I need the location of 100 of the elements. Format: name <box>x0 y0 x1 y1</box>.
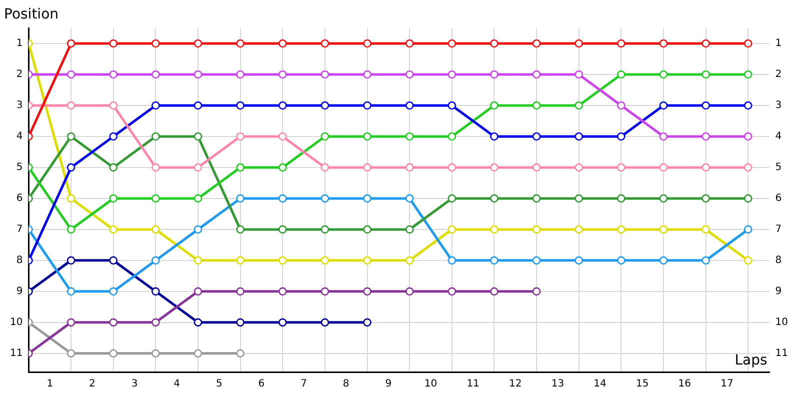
point <box>363 70 372 79</box>
point <box>236 39 244 48</box>
point <box>66 39 76 48</box>
x-tick-label: 16 <box>678 378 692 390</box>
y-tick-label: 9 <box>16 286 23 298</box>
point <box>617 225 626 234</box>
point <box>574 194 583 203</box>
point <box>448 132 456 141</box>
x-tick-label: 10 <box>424 378 438 390</box>
y2-tick-label: 3 <box>775 100 782 112</box>
point <box>109 287 118 296</box>
point <box>152 256 160 265</box>
point <box>236 70 244 79</box>
point <box>109 225 118 234</box>
point <box>532 163 541 172</box>
point <box>194 194 202 203</box>
point <box>659 194 668 203</box>
point <box>490 225 498 234</box>
point <box>702 256 710 265</box>
point <box>320 194 330 203</box>
x-tick-label: 4 <box>174 378 180 390</box>
point <box>194 70 202 79</box>
point <box>109 194 118 203</box>
point <box>617 194 626 203</box>
y2-tick-label: 2 <box>775 69 782 80</box>
point <box>659 39 668 48</box>
point <box>363 287 372 296</box>
point <box>617 256 626 265</box>
point <box>320 132 330 141</box>
y2-tick-label: 4 <box>775 131 782 142</box>
point <box>109 318 118 327</box>
point <box>702 39 710 48</box>
point <box>574 163 583 172</box>
point <box>702 225 710 234</box>
point <box>194 318 202 327</box>
point <box>659 225 668 234</box>
point <box>194 101 202 110</box>
point <box>405 194 414 203</box>
point <box>490 132 498 141</box>
point <box>405 256 414 265</box>
point <box>490 256 498 265</box>
point <box>702 194 710 203</box>
point <box>490 70 498 79</box>
y-tick-label: 6 <box>16 193 23 204</box>
point <box>320 256 330 265</box>
point <box>744 256 752 265</box>
point <box>448 39 456 48</box>
y2-tick-label: 8 <box>775 255 782 266</box>
point <box>194 225 202 234</box>
point <box>236 256 244 265</box>
y-tick-label: 3 <box>16 100 23 112</box>
y-tick-label: 7 <box>16 224 23 236</box>
point <box>194 163 202 172</box>
point <box>152 101 160 110</box>
point <box>152 349 160 358</box>
x-tick-label: 17 <box>720 378 734 390</box>
point <box>405 225 414 234</box>
point <box>320 287 330 296</box>
point <box>702 70 710 79</box>
y2-tick-label: 10 <box>775 317 788 328</box>
point <box>405 132 414 141</box>
x-tick-label: 6 <box>258 378 265 390</box>
point <box>744 225 752 234</box>
point <box>744 194 752 203</box>
point <box>574 225 583 234</box>
y-tick-label: 4 <box>16 131 23 142</box>
point <box>574 256 583 265</box>
y-tick-label: 1 <box>16 38 23 50</box>
point <box>363 132 372 141</box>
point <box>405 70 414 79</box>
point <box>659 256 668 265</box>
y-tick-label: 5 <box>16 162 23 174</box>
point <box>152 70 160 79</box>
y-tick-label: 8 <box>16 255 23 266</box>
point <box>320 39 330 48</box>
point <box>278 318 287 327</box>
point <box>532 101 541 110</box>
point <box>66 349 76 358</box>
point <box>66 194 76 203</box>
point <box>574 39 583 48</box>
y2-tick-label: 7 <box>775 224 782 236</box>
y2-tick-label: 6 <box>775 193 782 204</box>
point <box>405 287 414 296</box>
point <box>490 194 498 203</box>
point <box>66 256 76 265</box>
x-tick-label: 12 <box>509 378 522 390</box>
point <box>152 318 160 327</box>
point <box>320 101 330 110</box>
point <box>278 225 287 234</box>
point <box>152 287 160 296</box>
point <box>320 70 330 79</box>
point <box>109 256 118 265</box>
x-tick-label: 5 <box>216 378 222 390</box>
point <box>236 194 244 203</box>
point <box>320 163 330 172</box>
x-tick-label: 7 <box>300 378 307 390</box>
point <box>448 225 456 234</box>
point <box>109 349 118 358</box>
y-tick-label: 11 <box>10 348 23 359</box>
point <box>659 70 668 79</box>
